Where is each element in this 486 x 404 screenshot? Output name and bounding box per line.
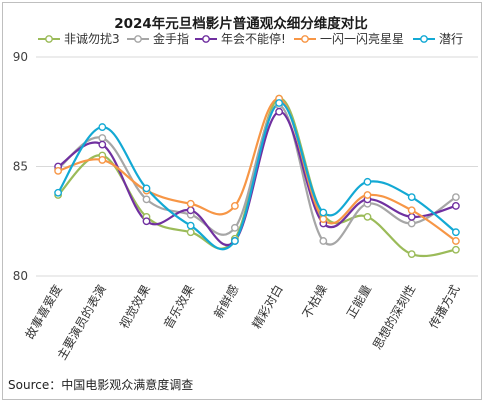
data-point	[451, 202, 460, 210]
data-point	[142, 184, 151, 193]
data-point	[451, 228, 460, 237]
x-tick-label: 主要演员的表演	[54, 282, 109, 362]
series-line-3	[57, 97, 457, 242]
data-point	[451, 237, 460, 245]
data-point	[98, 134, 107, 142]
x-tick-label: 不枯燥	[299, 282, 330, 321]
data-point	[363, 212, 372, 221]
data-point	[407, 193, 416, 202]
data-point	[407, 206, 416, 215]
y-tick-80: 80	[13, 269, 28, 283]
series-line-0	[57, 97, 457, 258]
data-point	[451, 193, 460, 202]
x-tick-label: 新鲜感	[210, 282, 241, 321]
x-tick-label: 正能量	[344, 283, 374, 321]
data-point	[186, 228, 195, 237]
data-point	[319, 215, 328, 223]
x-tick-label: 音乐效果	[160, 282, 197, 331]
data-point	[98, 140, 107, 149]
x-tick-label: 传播方式	[425, 282, 462, 331]
data-point	[275, 107, 283, 116]
data-point	[230, 202, 239, 210]
data-point	[230, 237, 239, 245]
x-tick-labels: 故事喜爱度主要演员的表演 视觉效果 音乐效果 新鲜感 精彩对白 不枯燥 正能量思想的深刻性传…	[22, 282, 463, 362]
data-point	[186, 221, 195, 230]
series-markers	[54, 94, 460, 259]
y-tick-85: 85	[13, 160, 28, 174]
data-point	[407, 250, 416, 259]
chart-title: 2024年元旦档影片普通观众细分维度对比	[114, 16, 368, 32]
legend-marker-3	[301, 35, 309, 43]
series-lines	[57, 97, 457, 258]
x-tick-label: 视觉效果	[116, 282, 153, 331]
series-line-4	[57, 101, 457, 251]
legend-marker-0	[45, 35, 53, 43]
data-point	[54, 188, 62, 197]
data-point	[319, 237, 328, 245]
data-point	[363, 191, 372, 199]
data-point	[142, 217, 151, 226]
legend-label-0: 非诚勿扰3	[64, 32, 120, 46]
legend-label-3: 一闪一闪亮星星	[320, 31, 404, 46]
legend-label-2: 年会不能停!	[221, 31, 286, 46]
series-line-2	[57, 110, 457, 247]
x-tick-label: 思想的深刻性	[369, 282, 418, 352]
series-line-1	[57, 104, 457, 246]
chart-frame	[2, 2, 482, 400]
x-tick-label: 故事喜爱度	[22, 282, 65, 341]
data-point	[142, 195, 151, 204]
data-point	[98, 123, 107, 131]
legend-label-1: 金手指	[153, 31, 189, 46]
data-point	[451, 245, 460, 254]
data-point	[230, 223, 239, 232]
y-tick-90: 90	[13, 50, 28, 64]
data-point	[319, 208, 328, 217]
data-point	[186, 199, 195, 208]
legend-marker-2	[202, 35, 210, 43]
y-tick-labels: 80 85 90	[13, 50, 28, 283]
legend-marker-4	[420, 35, 428, 43]
legend: 非诚勿扰3 金手指 年会不能停! 一闪一闪亮星星 潜行	[38, 31, 463, 46]
x-tick-label: 精彩对白	[249, 282, 286, 331]
data-point	[186, 206, 195, 215]
data-point	[363, 177, 372, 186]
data-point	[54, 166, 62, 175]
data-point	[407, 212, 416, 221]
data-point	[275, 99, 283, 107]
legend-marker-1	[134, 35, 142, 43]
source-note: Source：中国电影观众满意度调查	[8, 378, 194, 392]
data-point	[98, 156, 107, 164]
legend-label-4: 潜行	[439, 32, 463, 46]
data-point	[407, 219, 416, 228]
